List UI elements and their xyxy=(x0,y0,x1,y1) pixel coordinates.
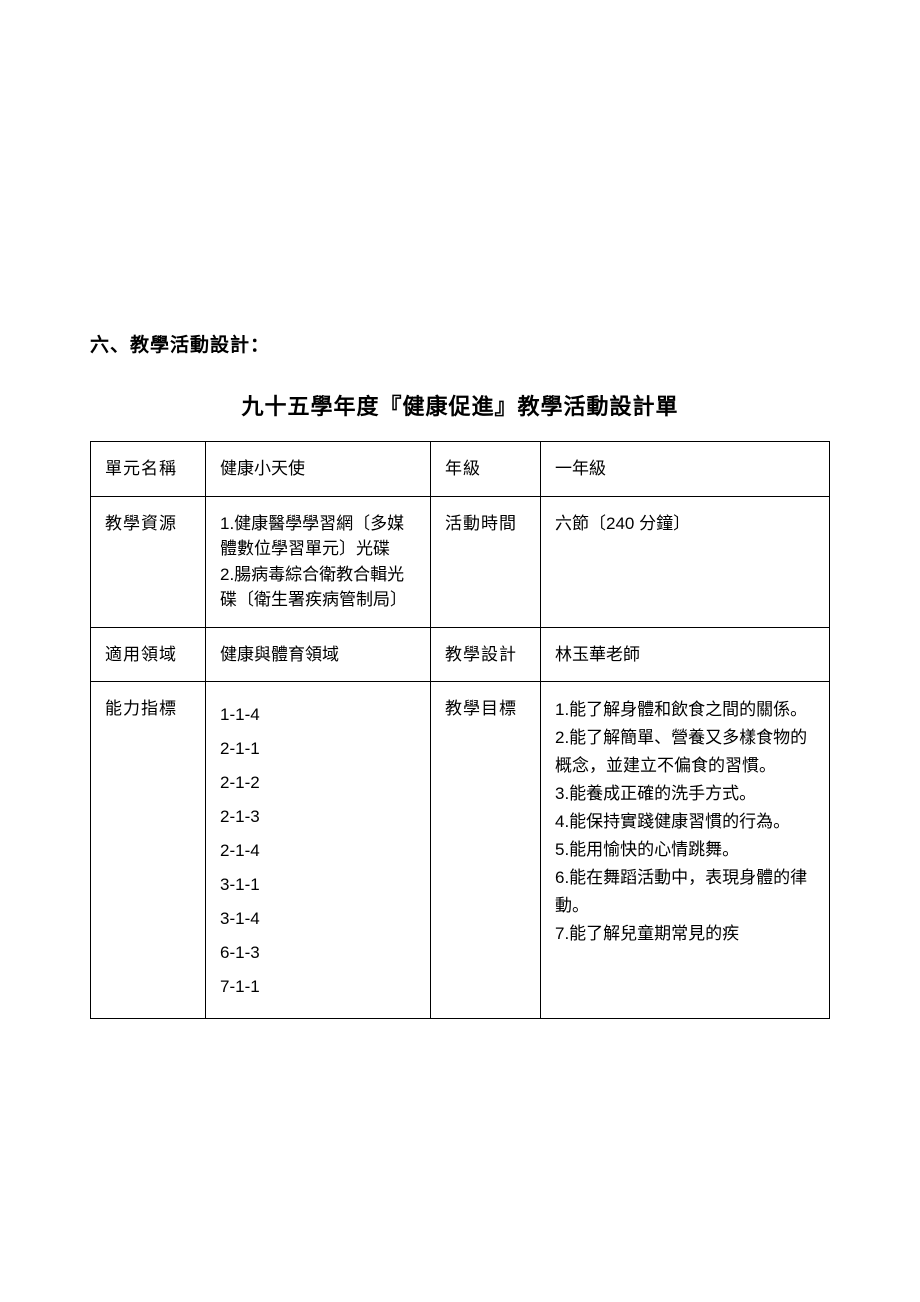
section-heading: 六、教學活動設計： xyxy=(90,330,830,357)
label-activity-time: 活動時間 xyxy=(431,496,541,627)
indicators-list: 1-1-42-1-12-1-22-1-32-1-43-1-13-1-46-1-3… xyxy=(220,696,420,1004)
indicator-item: 7-1-1 xyxy=(220,970,420,1004)
value-unit-name: 健康小天使 xyxy=(206,442,431,497)
objectives-list: 1.能了解身體和飲食之間的關係。2.能了解簡單、營養又多樣食物的概念，並建立不偏… xyxy=(555,696,819,948)
page-container: 六、教學活動設計： 九十五學年度『健康促進』教學活動設計單 單元名稱 健康小天使… xyxy=(0,0,920,1019)
table-row: 教學資源 1.健康醫學學習網〔多媒體數位學習單元〕光碟2.腸病毒綜合衛教合輯光碟… xyxy=(91,496,830,627)
indicator-item: 2-1-2 xyxy=(220,766,420,800)
label-grade: 年級 xyxy=(431,442,541,497)
objective-item: 5.能用愉快的心情跳舞。 xyxy=(555,836,819,864)
indicator-item: 2-1-3 xyxy=(220,800,420,834)
value-objectives: 1.能了解身體和飲食之間的關係。2.能了解簡單、營養又多樣食物的概念，並建立不偏… xyxy=(541,682,830,1019)
objective-item: 2.能了解簡單、營養又多樣食物的概念，並建立不偏食的習慣。 xyxy=(555,724,819,780)
objective-item: 4.能保持實踐健康習慣的行為。 xyxy=(555,808,819,836)
table-row: 單元名稱 健康小天使 年級 一年級 xyxy=(91,442,830,497)
indicator-item: 2-1-4 xyxy=(220,834,420,868)
label-designer: 教學設計 xyxy=(431,627,541,682)
label-resources: 教學資源 xyxy=(91,496,206,627)
indicator-item: 6-1-3 xyxy=(220,936,420,970)
objective-item: 1.能了解身體和飲食之間的關係。 xyxy=(555,696,819,724)
document-title: 九十五學年度『健康促進』教學活動設計單 xyxy=(90,389,830,421)
label-indicators: 能力指標 xyxy=(91,682,206,1019)
objective-item: 6.能在舞蹈活動中，表現身體的律動。 xyxy=(555,864,819,920)
indicator-item: 1-1-4 xyxy=(220,698,420,732)
table-row: 適用領域 健康與體育領域 教學設計 林玉華老師 xyxy=(91,627,830,682)
label-domain: 適用領域 xyxy=(91,627,206,682)
value-designer: 林玉華老師 xyxy=(541,627,830,682)
value-resources: 1.健康醫學學習網〔多媒體數位學習單元〕光碟2.腸病毒綜合衛教合輯光碟〔衛生署疾… xyxy=(206,496,431,627)
objective-item: 7.能了解兒童期常見的疾 xyxy=(555,920,819,948)
label-unit-name: 單元名稱 xyxy=(91,442,206,497)
table-row: 能力指標 1-1-42-1-12-1-22-1-32-1-43-1-13-1-4… xyxy=(91,682,830,1019)
value-indicators: 1-1-42-1-12-1-22-1-32-1-43-1-13-1-46-1-3… xyxy=(206,682,431,1019)
indicator-item: 3-1-4 xyxy=(220,902,420,936)
value-domain: 健康與體育領域 xyxy=(206,627,431,682)
label-objectives: 教學目標 xyxy=(431,682,541,1019)
value-grade: 一年級 xyxy=(541,442,830,497)
value-activity-time: 六節〔240 分鐘〕 xyxy=(541,496,830,627)
lesson-plan-table: 單元名稱 健康小天使 年級 一年級 教學資源 1.健康醫學學習網〔多媒體數位學習… xyxy=(90,441,830,1019)
indicator-item: 2-1-1 xyxy=(220,732,420,766)
indicator-item: 3-1-1 xyxy=(220,868,420,902)
objective-item: 3.能養成正確的洗手方式。 xyxy=(555,780,819,808)
